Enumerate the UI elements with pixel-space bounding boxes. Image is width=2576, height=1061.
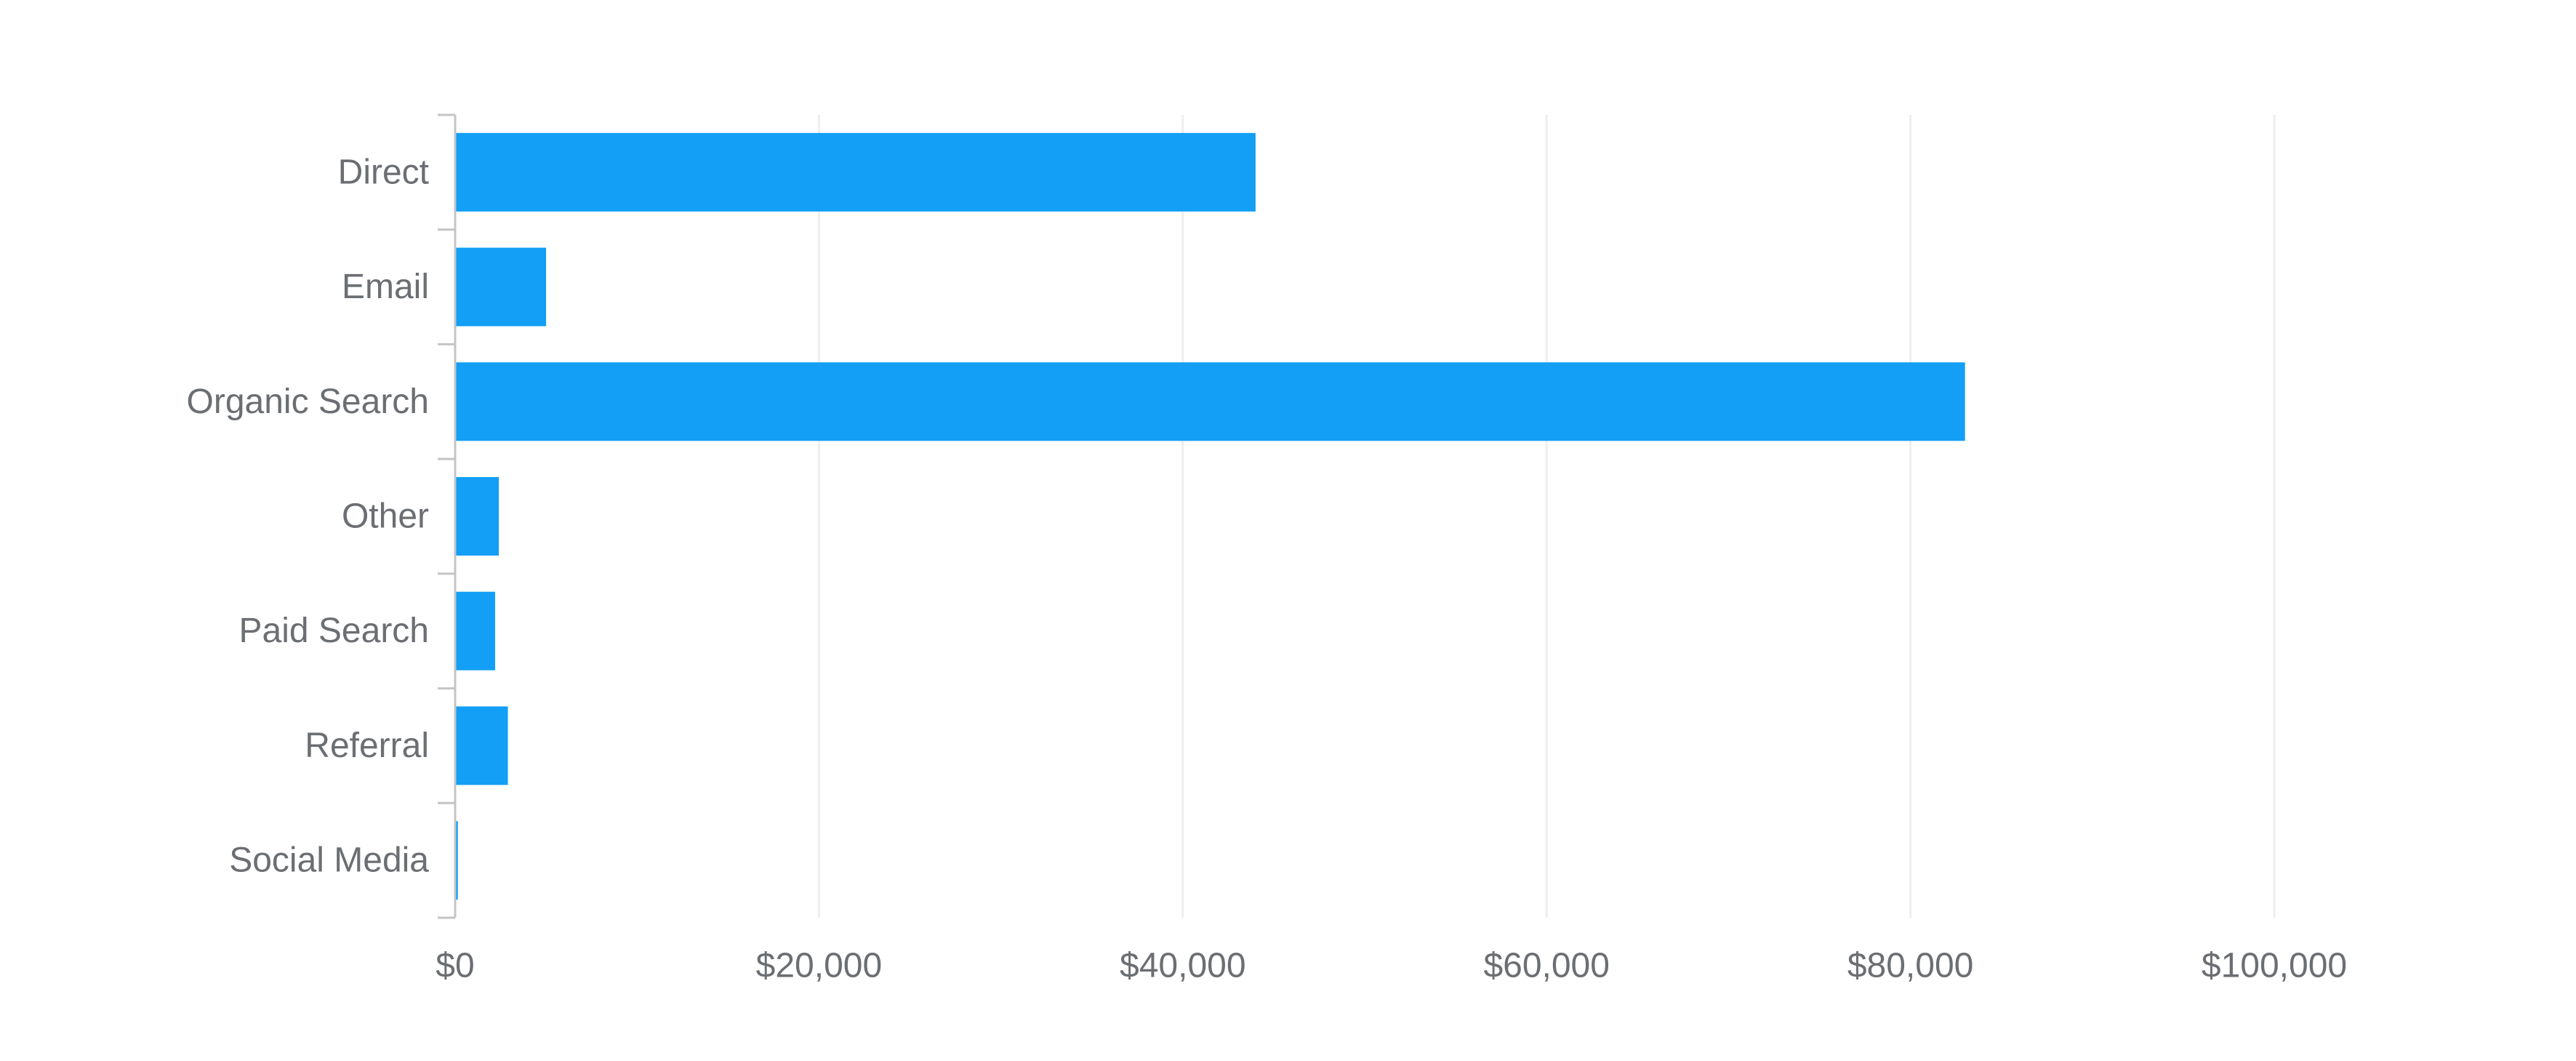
- labels: Direct Email Organic Search Other Paid Searc…: [187, 153, 2348, 985]
- category-label: Other: [342, 497, 429, 536]
- x-tick-label: $20,000: [756, 947, 883, 985]
- bar-direct: [455, 132, 1256, 212]
- category-label: Organic Search: [187, 383, 430, 421]
- bar-social-media: [455, 821, 458, 900]
- x-tick-label: $0: [436, 947, 474, 985]
- axes: [438, 113, 457, 919]
- bar-organic-search: [455, 362, 1965, 441]
- category-label: Paid Search: [239, 612, 430, 650]
- category-label: Email: [342, 268, 429, 306]
- bar-paid-search: [455, 591, 496, 670]
- category-label: Direct: [338, 153, 429, 191]
- x-tick-label: $80,000: [1847, 947, 1974, 985]
- bars: [455, 132, 1965, 900]
- gridlines: [817, 115, 2276, 918]
- category-label: Referral: [305, 726, 429, 765]
- category-label: Social Media: [229, 841, 429, 880]
- x-tick-label: $100,000: [2202, 947, 2347, 985]
- bar-email: [455, 247, 547, 327]
- x-tick-label: $40,000: [1120, 947, 1246, 985]
- bar-referral: [455, 706, 508, 785]
- x-tick-label: $60,000: [1483, 947, 1610, 985]
- bar-other: [455, 477, 499, 556]
